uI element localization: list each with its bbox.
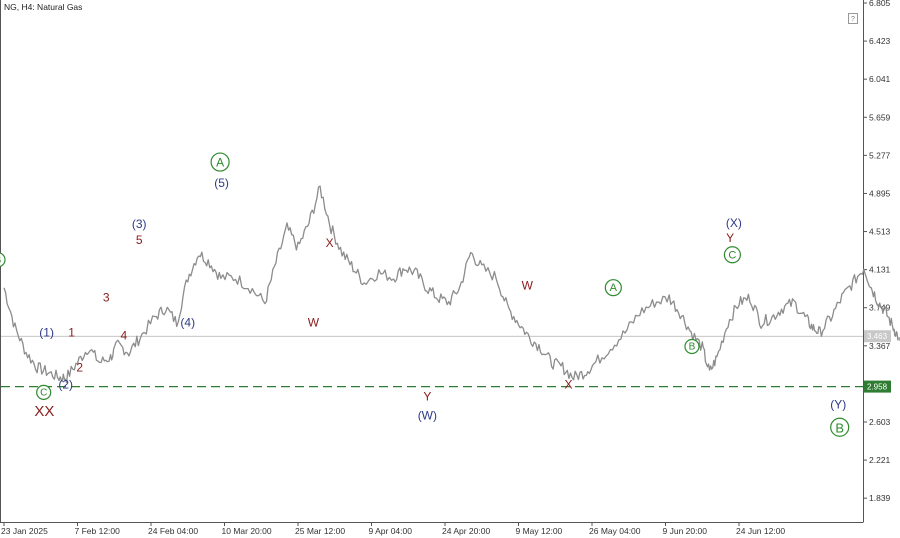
wave-label: 5 [136, 233, 143, 247]
wave-label: W [308, 316, 320, 330]
x-tick-label: 10 Mar 20:00 [222, 526, 272, 536]
wave-label: (X) [726, 216, 742, 230]
price-series [3, 185, 900, 384]
circled-wave-label: B [830, 417, 850, 437]
circled-wave-label: C [36, 384, 52, 400]
wave-labels: XX(1) 1(2)234(3)5(4)(5)XWY(W)WX(X)Y(Y)CAA… [0, 152, 850, 437]
y-tick-label: 3.367 [869, 341, 891, 351]
y-tick-label: 5.277 [869, 150, 891, 160]
svg-text:C: C [728, 249, 736, 261]
x-tick-label: 26 May 04:00 [589, 526, 641, 536]
svg-text:C: C [40, 387, 47, 398]
x-tick-label: 9 May 12:00 [516, 526, 563, 536]
wave-label: W [522, 279, 534, 293]
wave-label: (2) [58, 377, 73, 391]
y-tick-label: 6.805 [869, 0, 891, 8]
support-level-tag: 2.958 [864, 380, 891, 393]
circled-wave-label: A [210, 152, 230, 172]
y-tick-label: 4.895 [869, 188, 891, 198]
chart-info-icon[interactable]: ? [848, 13, 858, 24]
circled-wave-label-edge: B [0, 252, 6, 268]
chart-title: NG, H4: Natural Gas [4, 2, 82, 12]
wave-label: (W) [418, 408, 437, 422]
wave-label: 2 [76, 360, 83, 374]
svg-text:B: B [835, 420, 844, 435]
wave-label: (1) [39, 326, 54, 340]
x-tick-label: 24 Apr 20:00 [442, 526, 490, 536]
y-tick-label: 1.839 [869, 493, 891, 503]
x-tick-label: 9 Apr 04:00 [369, 526, 413, 536]
wave-label: (3) [132, 217, 147, 231]
y-tick-label: 2.221 [869, 455, 891, 465]
svg-text:B: B [689, 342, 696, 353]
wave-label: 3 [103, 291, 110, 305]
current-price-tag: 3.463 [864, 330, 891, 343]
x-tick-label: 23 Jan 2025 [1, 526, 48, 536]
wave-label: (4) [180, 316, 195, 330]
y-tick-label: 4.131 [869, 265, 891, 275]
svg-text:3.463: 3.463 [867, 332, 888, 341]
x-tick-label: 24 Feb 04:00 [148, 526, 198, 536]
x-tick-label: 25 Mar 12:00 [295, 526, 345, 536]
x-tick-label: 7 Feb 12:00 [75, 526, 121, 536]
time-axis: 23 Jan 2025 7 Feb 12:00 24 Feb 04:00 10 Mar… [1, 522, 785, 536]
svg-text:A: A [216, 156, 224, 170]
x-tick-label: 24 Jun 12:00 [736, 526, 785, 536]
svg-text:A: A [610, 282, 618, 294]
svg-text:B: B [0, 255, 2, 266]
wave-label: 4 [120, 329, 127, 343]
wave-label: XX [34, 403, 54, 420]
wave-label: X [326, 236, 334, 250]
circled-wave-label: C [723, 246, 741, 264]
y-tick-label: 6.423 [869, 36, 891, 46]
y-tick-label: 2.603 [869, 417, 891, 427]
price-line [3, 185, 900, 384]
y-tick-label: 4.513 [869, 227, 891, 237]
wave-label: (Y) [830, 397, 846, 411]
wave-label: Y [726, 231, 734, 245]
x-tick-label: 9 Jun 20:00 [663, 526, 708, 536]
circled-wave-label: B [684, 338, 700, 355]
svg-text:?: ? [851, 16, 855, 23]
wave-label: (5) [214, 176, 229, 190]
wave-label: X [564, 377, 572, 391]
svg-text:2.958: 2.958 [867, 383, 888, 392]
y-tick-label: 6.041 [869, 74, 891, 84]
price-tags: 3.463 2.958 [864, 330, 891, 393]
wave-label: Y [423, 389, 431, 403]
y-tick-label: 3.749 [869, 303, 891, 313]
y-tick-label: 5.659 [869, 112, 891, 122]
wave-label: 1 [68, 326, 75, 340]
price-levels [1, 335, 863, 388]
circled-wave-label: A [604, 279, 622, 297]
